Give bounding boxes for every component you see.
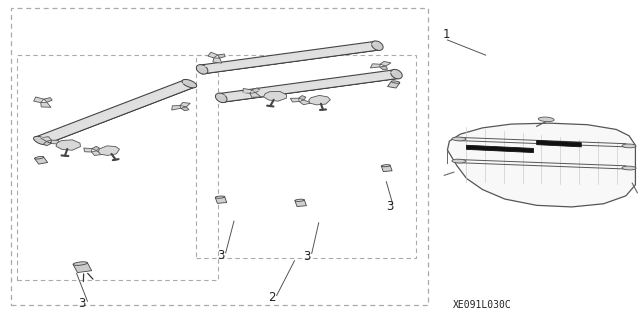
Polygon shape — [202, 50, 380, 74]
Polygon shape — [56, 140, 81, 150]
Polygon shape — [92, 146, 99, 151]
Polygon shape — [371, 64, 380, 68]
Polygon shape — [447, 123, 636, 207]
Polygon shape — [84, 148, 92, 152]
Polygon shape — [381, 165, 392, 172]
Polygon shape — [73, 263, 92, 272]
Polygon shape — [295, 200, 307, 206]
Ellipse shape — [73, 262, 88, 265]
Polygon shape — [40, 137, 51, 141]
Ellipse shape — [391, 81, 400, 83]
Ellipse shape — [196, 65, 208, 74]
Ellipse shape — [622, 144, 636, 148]
Ellipse shape — [390, 69, 403, 79]
Polygon shape — [221, 78, 399, 102]
Polygon shape — [34, 97, 44, 103]
Ellipse shape — [215, 196, 225, 198]
Polygon shape — [99, 146, 120, 155]
Polygon shape — [300, 100, 311, 105]
Polygon shape — [250, 93, 261, 97]
Bar — [17, 55, 218, 280]
Ellipse shape — [622, 166, 636, 170]
Text: 3: 3 — [387, 200, 394, 213]
Polygon shape — [35, 157, 47, 164]
Text: 3: 3 — [303, 250, 310, 263]
Polygon shape — [467, 145, 534, 152]
Polygon shape — [92, 151, 103, 155]
Text: 3: 3 — [78, 298, 85, 310]
Bar — [11, 8, 428, 305]
Polygon shape — [208, 52, 218, 58]
Polygon shape — [219, 70, 399, 102]
Text: 2: 2 — [268, 291, 275, 304]
Polygon shape — [218, 54, 225, 58]
Ellipse shape — [381, 165, 390, 167]
Polygon shape — [388, 81, 400, 88]
Polygon shape — [380, 62, 391, 66]
Polygon shape — [200, 41, 380, 74]
Text: XE091L030C: XE091L030C — [453, 300, 512, 310]
Ellipse shape — [538, 117, 554, 122]
Polygon shape — [215, 197, 227, 203]
Polygon shape — [180, 102, 190, 107]
Polygon shape — [213, 58, 221, 63]
Ellipse shape — [33, 136, 48, 145]
Polygon shape — [252, 88, 260, 93]
Polygon shape — [51, 140, 60, 144]
Polygon shape — [243, 88, 252, 93]
Polygon shape — [380, 66, 388, 70]
Polygon shape — [264, 92, 287, 101]
Text: 3: 3 — [217, 249, 224, 262]
Ellipse shape — [216, 93, 227, 103]
Ellipse shape — [295, 199, 305, 201]
Ellipse shape — [182, 79, 196, 88]
Polygon shape — [298, 96, 306, 100]
Polygon shape — [41, 102, 51, 107]
Polygon shape — [44, 141, 51, 146]
Ellipse shape — [372, 41, 383, 50]
Polygon shape — [44, 87, 195, 145]
Ellipse shape — [452, 137, 466, 141]
Ellipse shape — [452, 159, 466, 163]
Polygon shape — [291, 98, 300, 102]
Ellipse shape — [35, 157, 44, 159]
Polygon shape — [537, 141, 581, 147]
Polygon shape — [44, 98, 52, 102]
Polygon shape — [172, 106, 180, 110]
Text: 1: 1 — [442, 28, 450, 41]
Bar — [196, 55, 415, 257]
Polygon shape — [180, 107, 189, 111]
Polygon shape — [35, 80, 195, 144]
Polygon shape — [308, 95, 330, 105]
